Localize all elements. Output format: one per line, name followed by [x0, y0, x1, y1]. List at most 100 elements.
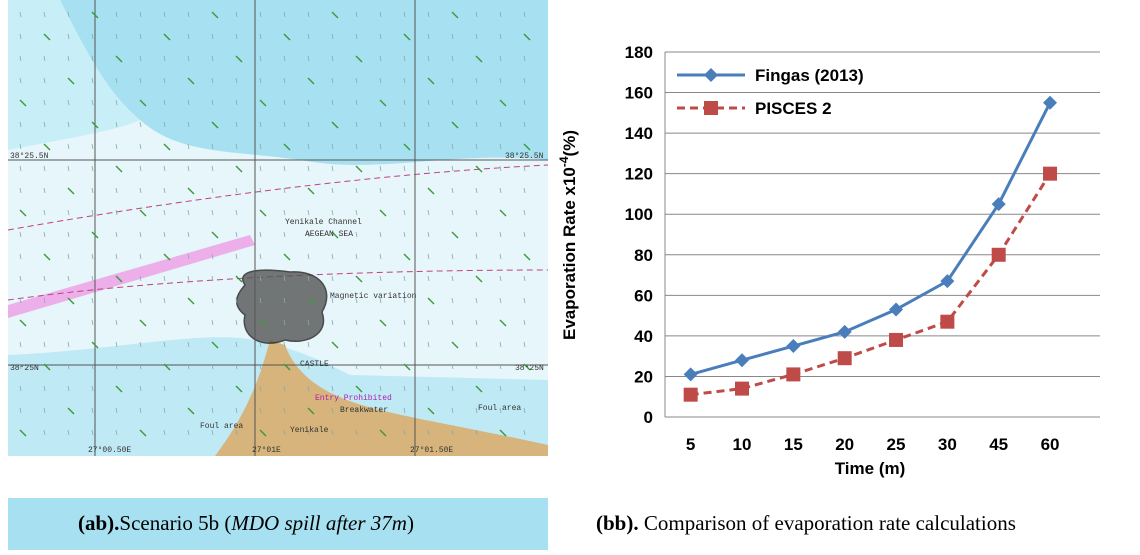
current-arrow — [235, 253, 238, 260]
current-arrow — [403, 253, 411, 261]
current-arrow — [499, 275, 502, 282]
current-arrow — [403, 297, 406, 304]
x-tick-label: 20 — [835, 435, 854, 454]
y-label-sup: -4 — [557, 156, 571, 167]
current-arrow — [427, 275, 430, 282]
current-arrow — [91, 407, 94, 414]
current-arrow — [403, 165, 406, 172]
current-arrow — [355, 429, 358, 436]
current-arrow — [355, 385, 363, 393]
current-arrow — [355, 231, 358, 238]
current-arrow — [523, 33, 531, 41]
current-arrow — [379, 33, 382, 40]
current-arrow — [427, 77, 435, 85]
current-arrow — [235, 121, 238, 128]
current-arrow — [523, 55, 526, 62]
current-arrow — [355, 297, 358, 304]
current-arrow — [163, 297, 166, 304]
current-arrow — [187, 143, 190, 150]
series-line — [690, 102, 1052, 376]
current-arrow — [187, 275, 190, 282]
current-arrow — [19, 319, 27, 327]
current-arrow — [115, 253, 118, 260]
map-coord: 38°25.5N — [505, 152, 544, 161]
x-tick-label: 25 — [887, 435, 906, 454]
current-arrow — [283, 363, 291, 371]
current-arrow — [331, 363, 334, 370]
current-arrow — [355, 121, 358, 128]
current-arrow — [91, 77, 94, 84]
current-arrow — [259, 77, 262, 84]
current-arrow — [283, 341, 286, 348]
current-arrow — [259, 209, 267, 217]
current-arrow — [331, 77, 334, 84]
current-arrow — [475, 407, 478, 414]
current-arrow — [523, 363, 531, 371]
current-arrow — [235, 341, 238, 348]
current-arrow — [499, 341, 502, 348]
current-arrow — [115, 319, 118, 326]
current-arrow — [91, 165, 94, 172]
current-arrows — [19, 11, 531, 437]
current-arrow — [283, 121, 286, 128]
current-arrow — [427, 11, 430, 18]
current-arrow — [187, 363, 190, 370]
current-arrow — [19, 187, 22, 194]
current-arrow — [331, 99, 334, 106]
current-arrow — [475, 121, 478, 128]
caption-label: (bb). — [596, 511, 639, 535]
current-arrow — [499, 231, 502, 238]
current-arrow — [307, 77, 315, 85]
current-arrow — [67, 187, 75, 195]
current-arrow — [475, 11, 478, 18]
current-arrow — [307, 319, 310, 326]
current-arrow — [451, 11, 459, 19]
current-arrow — [43, 209, 46, 216]
current-arrow — [43, 99, 46, 106]
current-arrow — [187, 187, 195, 195]
current-arrow — [307, 55, 310, 62]
current-arrow — [211, 11, 219, 19]
current-arrow — [523, 429, 526, 436]
current-arrow — [163, 121, 166, 128]
current-arrow — [115, 231, 118, 238]
current-arrow — [259, 165, 262, 172]
current-arrow — [403, 363, 411, 371]
map-label: Yenikale — [290, 426, 329, 435]
current-arrow — [235, 143, 238, 150]
current-arrow — [283, 33, 291, 41]
current-arrow — [355, 253, 358, 260]
current-arrow — [139, 319, 147, 327]
current-arrow — [403, 275, 406, 282]
current-arrow — [19, 121, 22, 128]
current-arrow — [19, 77, 22, 84]
current-arrow — [163, 341, 166, 348]
current-arrow — [235, 77, 238, 84]
current-arrow — [187, 77, 195, 85]
current-arrow — [283, 209, 286, 216]
current-arrow — [379, 11, 382, 18]
current-arrow — [91, 341, 99, 349]
current-arrow — [355, 143, 358, 150]
current-arrow — [451, 385, 454, 392]
current-arrow — [307, 143, 310, 150]
marker — [991, 247, 1006, 262]
current-arrow — [139, 99, 147, 107]
current-arrow — [475, 33, 478, 40]
current-arrow — [523, 319, 526, 326]
current-arrow — [451, 33, 454, 40]
current-arrow — [163, 99, 166, 106]
current-arrow — [139, 231, 142, 238]
current-arrow — [283, 99, 286, 106]
current-arrow — [139, 55, 142, 62]
current-arrow — [451, 143, 454, 150]
current-arrow — [259, 121, 262, 128]
current-arrow — [67, 55, 70, 62]
current-arrow — [19, 297, 22, 304]
current-arrow — [187, 429, 190, 436]
current-arrow — [331, 341, 339, 349]
map-coord: 27°01E — [252, 446, 281, 455]
current-arrow — [523, 209, 526, 216]
current-arrow — [259, 143, 262, 150]
